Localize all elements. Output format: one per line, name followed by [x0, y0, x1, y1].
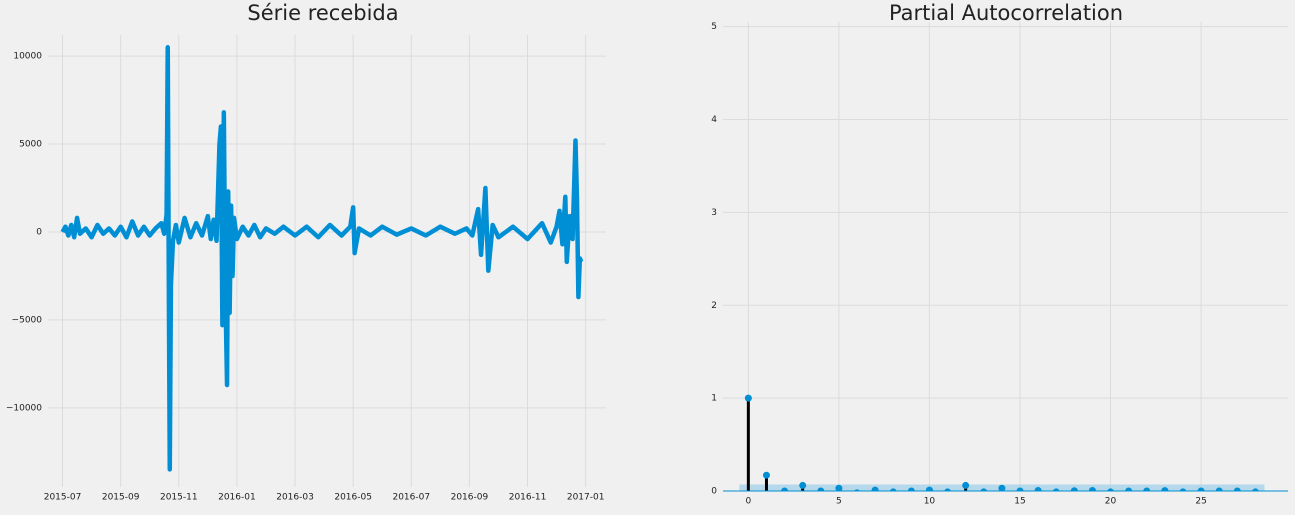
x-tick-label: 2016-07 [392, 493, 430, 503]
stem-marker [1215, 487, 1223, 491]
y-tick-label: 0 [36, 227, 42, 237]
stem-marker [1179, 488, 1187, 491]
stem-marker [1107, 488, 1114, 491]
plot-area [60, 45, 584, 472]
x-tick-label: 2015-09 [102, 493, 140, 503]
x-tick-label: 0 [745, 497, 751, 507]
stem-marker [1197, 487, 1205, 491]
stem-marker [980, 488, 988, 491]
x-tick-label: 15 [1014, 497, 1025, 507]
stem-marker [744, 394, 752, 402]
stem-marker [1252, 488, 1259, 491]
stem-marker [817, 487, 825, 491]
stem-marker [1034, 487, 1042, 491]
stem-marker [907, 487, 915, 491]
stem-marker [762, 471, 770, 479]
chart-title: Série recebida [247, 1, 398, 25]
series-line [60, 45, 584, 472]
x-tick-label: 2016-01 [218, 493, 256, 503]
x-tick-label: 20 [1105, 497, 1117, 507]
stem-marker [1161, 487, 1169, 491]
stem-marker [1070, 487, 1078, 491]
stem-marker [1052, 488, 1060, 491]
stem-marker [799, 481, 807, 489]
x-tick-label: 2016-11 [509, 493, 547, 503]
stem-marker [962, 481, 970, 489]
y-tick-label: 3 [711, 208, 717, 218]
x-tick-label: 2015-11 [160, 493, 198, 503]
stem-marker [944, 488, 951, 491]
stem-marker [1233, 487, 1241, 491]
stem-marker [871, 486, 879, 491]
y-tick-label: 5 [711, 22, 717, 32]
x-tick-label: 25 [1195, 497, 1206, 507]
y-tick-label: −5000 [12, 315, 43, 325]
stem-marker [835, 484, 843, 491]
x-tick-label: 2015-07 [44, 493, 82, 503]
y-tick-label: −10000 [6, 403, 42, 413]
x-tick-label: 2017-01 [567, 493, 605, 503]
stem-marker [1143, 487, 1151, 491]
y-tick-label: 10000 [13, 52, 42, 62]
x-tick-label: 2016-03 [276, 493, 314, 503]
y-tick-label: 0 [711, 487, 717, 497]
plot-area [739, 394, 1265, 491]
x-tick-label: 2016-09 [451, 493, 489, 503]
y-tick-label: 1 [711, 394, 717, 404]
stem-marker [1088, 487, 1096, 491]
x-tick-label: 10 [924, 497, 936, 507]
x-tick-label: 5 [836, 497, 842, 507]
stem-marker [889, 488, 897, 491]
stem-marker [781, 487, 789, 491]
stem-marker [925, 486, 933, 491]
y-tick-label: 4 [711, 115, 717, 125]
stem-marker [1016, 487, 1024, 491]
y-tick-label: 5000 [19, 140, 42, 150]
stem-marker [1125, 487, 1133, 491]
stem-marker [998, 484, 1006, 491]
chart-title: Partial Autocorrelation [889, 1, 1123, 25]
x-tick-label: 2016-05 [334, 493, 372, 503]
y-tick-label: 2 [711, 301, 717, 311]
